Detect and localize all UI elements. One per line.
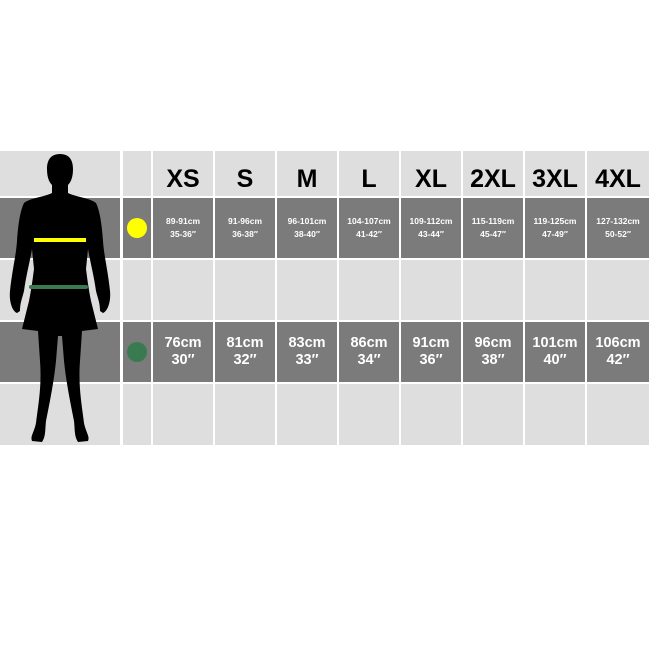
waist-measurement-cell: 83cm 33″ bbox=[277, 322, 337, 382]
chest-measurement-cell: 91-96cm 36-38″ bbox=[215, 198, 275, 258]
waist-measurement-cell: 81cm 32″ bbox=[215, 322, 275, 382]
table-cell bbox=[401, 384, 461, 445]
waist-cm: 106cm bbox=[595, 335, 641, 351]
table-cell bbox=[463, 384, 523, 445]
table-cell bbox=[153, 260, 213, 320]
chest-cm: 127-132cm bbox=[596, 216, 640, 226]
table-cell bbox=[215, 384, 275, 445]
table-cell bbox=[277, 384, 337, 445]
chest-cm: 89-91cm bbox=[165, 216, 201, 226]
chest-cm: 96-101cm bbox=[287, 216, 327, 226]
table-cell bbox=[463, 260, 523, 320]
table-cell bbox=[401, 260, 461, 320]
waist-inches: 30″ bbox=[171, 352, 195, 368]
table-cell bbox=[339, 260, 399, 320]
table-cell bbox=[153, 384, 213, 445]
size-header: XL bbox=[401, 151, 461, 196]
size-header: M bbox=[277, 151, 337, 196]
size-header: 3XL bbox=[525, 151, 585, 196]
size-header: 2XL bbox=[463, 151, 523, 196]
table-cell bbox=[525, 260, 585, 320]
size-header: XS bbox=[153, 151, 213, 196]
waist-marker-dot-icon bbox=[127, 342, 147, 362]
chest-measurement-cell: 119-125cm 47-49″ bbox=[525, 198, 585, 258]
table-cell bbox=[123, 151, 151, 196]
table-cell bbox=[0, 384, 120, 445]
chest-measurement-cell: 109-112cm 43-44″ bbox=[401, 198, 461, 258]
size-header: L bbox=[339, 151, 399, 196]
waist-cm: 101cm bbox=[532, 335, 578, 351]
table-cell bbox=[123, 384, 151, 445]
waist-cm: 83cm bbox=[288, 335, 326, 351]
table-cell bbox=[123, 260, 151, 320]
table-cell bbox=[339, 384, 399, 445]
chest-inches: 35-36″ bbox=[170, 229, 196, 239]
waist-inches: 33″ bbox=[295, 352, 319, 368]
waist-line bbox=[29, 285, 88, 289]
waist-measurement-cell: 86cm 34″ bbox=[339, 322, 399, 382]
chest-measurement-cell: 115-119cm 45-47″ bbox=[463, 198, 523, 258]
chest-cm: 119-125cm bbox=[533, 216, 577, 226]
chest-cm: 104-107cm bbox=[347, 216, 391, 226]
chest-cm: 109-112cm bbox=[409, 216, 453, 226]
waist-cm: 96cm bbox=[474, 335, 512, 351]
chest-line bbox=[34, 238, 86, 242]
table-cell bbox=[587, 260, 649, 320]
chest-marker-dot-icon bbox=[127, 218, 147, 238]
waist-measurement-cell: 96cm 38″ bbox=[463, 322, 523, 382]
waist-cm: 91cm bbox=[412, 335, 450, 351]
chest-inches: 45-47″ bbox=[480, 229, 506, 239]
waist-inches: 32″ bbox=[233, 352, 257, 368]
waist-inches: 34″ bbox=[357, 352, 381, 368]
table-cell bbox=[277, 260, 337, 320]
waist-cm: 81cm bbox=[226, 335, 264, 351]
waist-inches: 38″ bbox=[481, 352, 505, 368]
chest-cm: 115-119cm bbox=[471, 216, 515, 226]
waist-measurement-cell: 91cm 36″ bbox=[401, 322, 461, 382]
chest-inches: 36-38″ bbox=[232, 229, 258, 239]
chest-inches: 50-52″ bbox=[605, 229, 631, 239]
waist-inches: 42″ bbox=[606, 352, 630, 368]
table-cell bbox=[587, 384, 649, 445]
size-header: 4XL bbox=[587, 151, 649, 196]
waist-cm: 86cm bbox=[350, 335, 388, 351]
waist-measurement-cell: 106cm 42″ bbox=[587, 322, 649, 382]
body-silhouette-icon bbox=[9, 154, 111, 442]
chest-cm: 91-96cm bbox=[227, 216, 263, 226]
table-cell bbox=[215, 260, 275, 320]
waist-measurement-cell: 101cm 40″ bbox=[525, 322, 585, 382]
size-header: S bbox=[215, 151, 275, 196]
waist-inches: 40″ bbox=[543, 352, 567, 368]
waist-inches: 36″ bbox=[419, 352, 443, 368]
chest-inches: 43-44″ bbox=[418, 229, 444, 239]
chest-measurement-cell: 96-101cm 38-40″ bbox=[277, 198, 337, 258]
waist-measurement-cell: 76cm 30″ bbox=[153, 322, 213, 382]
chest-measurement-cell: 104-107cm 41-42″ bbox=[339, 198, 399, 258]
waist-cm: 76cm bbox=[164, 335, 202, 351]
chest-inches: 38-40″ bbox=[294, 229, 320, 239]
chest-inches: 47-49″ bbox=[542, 229, 568, 239]
chest-measurement-cell: 89-91cm 35-36″ bbox=[153, 198, 213, 258]
chest-inches: 41-42″ bbox=[356, 229, 382, 239]
table-cell bbox=[525, 384, 585, 445]
chest-measurement-cell: 127-132cm 50-52″ bbox=[587, 198, 649, 258]
